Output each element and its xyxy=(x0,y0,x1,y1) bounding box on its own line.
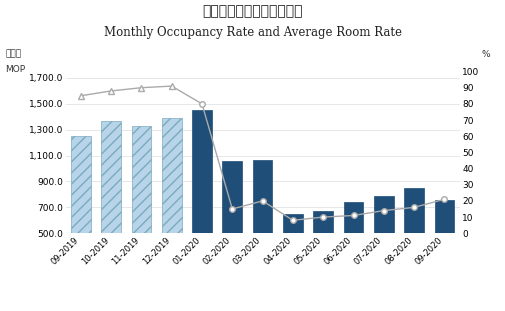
Bar xyxy=(283,214,303,233)
Text: Monthly Occupancy Rate and Average Room Rate: Monthly Occupancy Rate and Average Room … xyxy=(104,26,401,39)
Text: %: % xyxy=(481,50,490,59)
Bar xyxy=(435,200,454,233)
Bar xyxy=(192,110,212,233)
Bar xyxy=(131,126,152,233)
Bar xyxy=(405,188,424,233)
Bar xyxy=(253,160,273,233)
Text: 澳門元: 澳門元 xyxy=(5,50,21,59)
Bar xyxy=(313,211,333,233)
Bar xyxy=(102,121,121,233)
Text: MOP: MOP xyxy=(5,65,25,74)
Bar xyxy=(162,118,182,233)
Bar xyxy=(71,136,91,233)
Bar xyxy=(223,161,242,233)
Text: 每月酒店入住率及平均房價: 每月酒店入住率及平均房價 xyxy=(202,5,303,19)
Bar xyxy=(344,202,364,233)
Bar xyxy=(374,196,394,233)
